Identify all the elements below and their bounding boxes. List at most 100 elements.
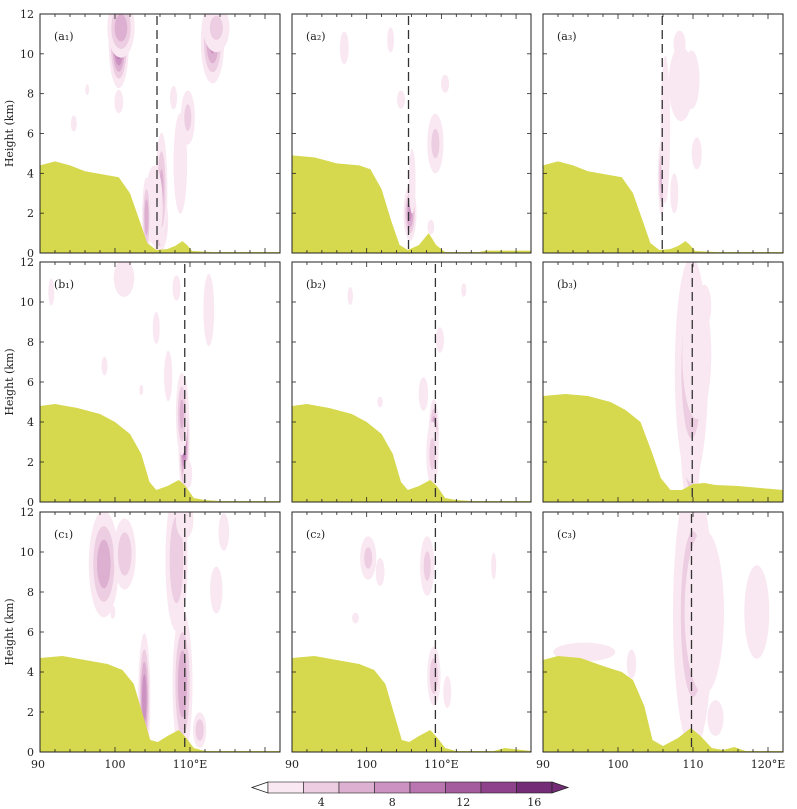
contour-level-2: [491, 552, 497, 580]
contour-blob: [203, 274, 215, 346]
panel-label: (c₁): [54, 528, 73, 541]
contour-level-2: [397, 90, 405, 109]
y-tick-label: 6: [27, 376, 34, 389]
colorbar-tick-label: 8: [389, 796, 396, 809]
contour-level-2: [114, 89, 124, 114]
contour-blob: [48, 278, 55, 306]
contour-blob: [85, 84, 90, 95]
panel-6: (b₃): [542, 261, 784, 503]
contour-level-4: [364, 547, 373, 569]
contour-blob: [660, 55, 671, 204]
x-tick-label: 120°E: [751, 758, 786, 771]
contour-blob: [113, 518, 136, 590]
contour-blob: [691, 137, 702, 170]
panel-label: (a₁): [54, 30, 74, 43]
contour-level-8: [142, 674, 147, 722]
contour-level-2: [697, 284, 712, 328]
contour-blob: [420, 536, 435, 596]
contour-blob: [684, 530, 724, 694]
contour-blob: [114, 89, 124, 114]
contour-level-2: [461, 283, 467, 297]
contour-level-2: [684, 530, 724, 694]
y-axes: 0 2 4 6 8 10 12 Height (km) 0 2 4 6 8 10 12 Height (km)…: [3, 8, 34, 759]
panel-plot-area: [40, 262, 280, 502]
contour-level-2: [375, 557, 385, 587]
contour-blob: [175, 372, 188, 456]
contour-level-2: [408, 149, 416, 214]
contour-level-2: [377, 396, 383, 408]
contour-blob: [418, 377, 429, 411]
colorbar-tick-label: 4: [318, 796, 325, 809]
contour-level-2: [170, 86, 177, 110]
panel-plot-area: [292, 262, 531, 502]
contour-level-2: [110, 605, 116, 619]
panel-label: (b₃): [557, 278, 577, 291]
x-tick-label: 100: [356, 758, 377, 771]
colorbar-low-extend: [250, 781, 269, 794]
terrain: [543, 161, 783, 253]
contour-level-2: [707, 700, 724, 736]
y-tick-label: 2: [27, 706, 34, 719]
y-tick-label: 8: [27, 336, 34, 349]
contour-level-2: [85, 84, 90, 95]
contour-level-2: [387, 27, 394, 53]
colorbar-swatch: [303, 781, 340, 794]
y-tick-label: 12: [20, 256, 34, 269]
panel-3: (a₃): [542, 13, 784, 254]
contour-blob: [180, 90, 195, 145]
contour-blob: [193, 712, 207, 748]
contour-blob: [210, 566, 223, 614]
contour-blob: [441, 74, 450, 93]
contour-blob: [626, 649, 637, 679]
contour-level-2: [70, 115, 77, 132]
contour-blob: [170, 86, 177, 110]
contour-blob: [427, 219, 435, 235]
contour-level-2: [48, 278, 55, 306]
x-axes: 90 100 110°E 90 100 110°E 90 100 110 120°E: [31, 758, 785, 771]
panel-plot-area: [40, 512, 280, 752]
contour-blob: [172, 275, 181, 301]
contour-blob: [375, 557, 385, 587]
panel-9: (c₃): [542, 511, 784, 753]
panel-1: (a₁): [39, 13, 281, 254]
y-tick-label: 10: [20, 48, 34, 61]
contour-blob: [352, 612, 359, 624]
contour-blob: [183, 459, 193, 489]
colorbar-swatch: [516, 781, 553, 794]
colorbar-swatch: [267, 781, 304, 794]
panel-7: (c₁): [39, 511, 281, 753]
y-tick-label: 2: [27, 456, 34, 469]
terrain: [292, 656, 531, 752]
contour-blob: [152, 312, 160, 344]
x-tick-label: 110: [683, 758, 704, 771]
contour-blob: [339, 31, 349, 65]
panel-label: (c₂): [306, 528, 325, 541]
x-tick-label: 90: [285, 758, 299, 771]
contour-blob: [744, 565, 770, 659]
contour-blob: [683, 50, 700, 109]
panel-label: (b₂): [306, 278, 326, 291]
contour-level-2: [164, 350, 173, 402]
x-tick-label: 90: [536, 758, 550, 771]
y-tick-label: 8: [27, 88, 34, 101]
y-tick-label: 10: [20, 546, 34, 559]
contour-level-4: [209, 15, 223, 40]
panel-plot-area: [543, 14, 783, 253]
panel-4: (b₁): [39, 261, 281, 503]
contour-blob: [673, 30, 686, 58]
contour-blob: [435, 327, 444, 353]
y-tick-label: 12: [20, 8, 34, 21]
contour-blob: [443, 676, 452, 708]
panel-8: (c₂): [291, 511, 532, 753]
colorbar-high-extend: [551, 781, 570, 794]
contour-blob: [101, 356, 108, 376]
terrain: [543, 394, 783, 502]
contour-blob: [347, 287, 353, 305]
contour-blob: [139, 384, 144, 396]
contour-level-2: [670, 173, 679, 214]
panel-plot-area: [543, 512, 783, 752]
contour-level-2: [418, 377, 429, 411]
contour-level-2: [427, 219, 435, 235]
contour-blob: [427, 113, 444, 174]
contour-blob: [670, 173, 679, 214]
